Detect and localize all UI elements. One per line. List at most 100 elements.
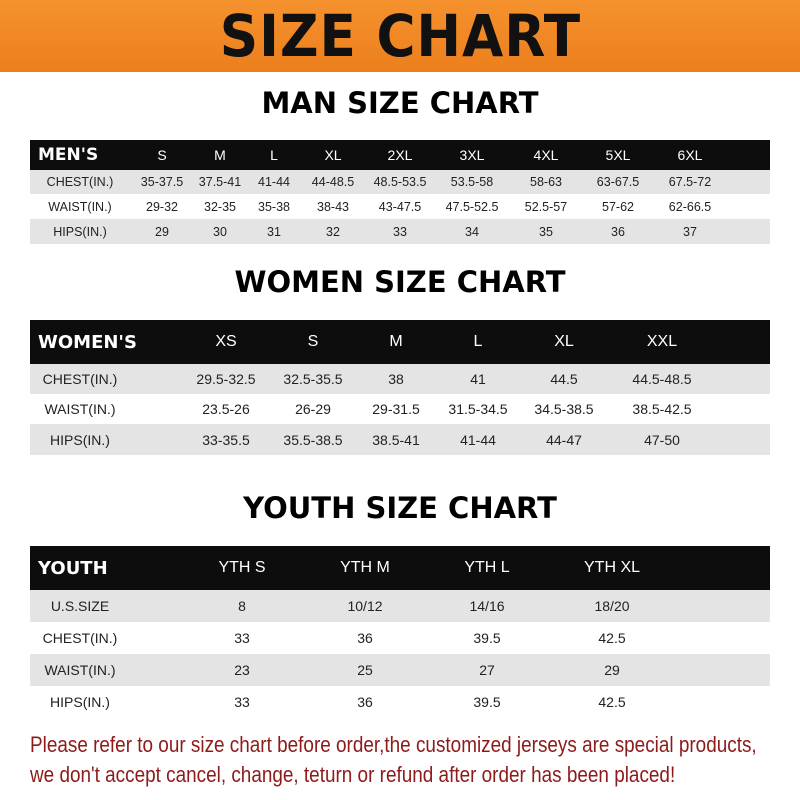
size-header-cell: 4XL (533, 147, 559, 163)
table-cell: 47-50 (644, 431, 680, 448)
table-cell: 30 (213, 224, 227, 239)
table-cell: 58-63 (530, 175, 562, 189)
size-header-cell: 3XL (459, 147, 485, 163)
table-cell: 25 (357, 662, 373, 678)
table-cell: 35-38 (258, 199, 290, 214)
table-cell: 32-35 (204, 199, 236, 214)
youth-section-title: YOUTH SIZE CHART (243, 491, 557, 525)
table-row: CHEST(IN.) 29.5-32.5 32.5-35.5 38 41 44.5 44.5… (30, 364, 770, 394)
size-header-cell: 6XL (677, 147, 703, 163)
size-header-cell: M (389, 333, 403, 350)
size-header-cell: M (214, 147, 226, 163)
measurement-label: U.S.SIZE (50, 598, 110, 614)
table-cell: 34.5-38.5 (534, 401, 594, 417)
women-size-table: WOMEN'S XS S M L XL XXL CHEST(IN.) 29.5-32.5 32.5… (30, 320, 770, 455)
table-cell: 37.5-41 (198, 175, 242, 189)
table-header-row: WOMEN'S XS S M L XL XXL (30, 320, 770, 364)
size-header-cell: XXL (646, 333, 678, 350)
table-cell: 57-62 (602, 199, 634, 214)
size-header-cell: S (307, 333, 319, 350)
table-cell: 44-48.5 (311, 175, 355, 189)
table-row: U.S.SIZE 8 10/12 14/16 18/20 (30, 590, 770, 622)
measurement-label: CHEST(IN.) (42, 371, 118, 387)
size-header-cell: YTH XL (583, 559, 641, 576)
measurement-label: HIPS(IN.) (50, 694, 110, 710)
table-cell: 31 (267, 224, 281, 239)
table-row: HIPS(IN.) 33 36 39.5 42.5 (30, 686, 770, 718)
table-cell: 14/16 (469, 598, 505, 614)
men-section-title: MAN SIZE CHART (261, 86, 539, 120)
table-cell: 47.5-52.5 (445, 199, 499, 214)
table-title-cell: WOMEN'S (38, 331, 137, 353)
table-title-cell: YOUTH (38, 557, 108, 579)
table-cell: 38 (388, 371, 404, 387)
table-cell: 44.5-48.5 (632, 371, 692, 387)
table-header-row: YOUTH YTH S YTH M YTH L YTH XL (30, 546, 770, 590)
size-header-cell: YTH M (340, 559, 390, 576)
table-cell: 41-44 (258, 175, 290, 189)
table-cell: 39.5 (473, 630, 501, 646)
table-cell: 34 (465, 224, 479, 239)
table-cell: 26-29 (295, 401, 331, 417)
table-cell: 42.5 (598, 694, 626, 710)
table-row: HIPS(IN.) 33-35.5 35.5-38.5 38.5-41 41-44 44-… (30, 424, 770, 455)
table-header-row: MEN'S S M L XL 2XL 3XL 4XL 5XL 6XL (30, 140, 770, 170)
table-cell: 38.5-41 (372, 431, 420, 448)
notice-line-2: we don't accept cancel, change, teturn o… (30, 762, 676, 787)
table-cell: 27 (479, 662, 495, 678)
table-cell: 23 (234, 662, 250, 678)
size-header-cell: L (270, 147, 278, 163)
table-cell: 29-32 (146, 199, 178, 214)
table-cell: 38-43 (317, 199, 349, 214)
table-cell: 36 (611, 224, 625, 239)
table-cell: 29 (604, 662, 620, 678)
table-cell: 44.5 (550, 371, 578, 387)
table-cell: 43-47.5 (378, 199, 422, 214)
size-chart-banner: SIZE CHART (0, 0, 800, 72)
table-cell: 31.5-34.5 (448, 401, 508, 417)
size-header-cell: XS (215, 333, 237, 350)
table-cell: 32.5-35.5 (283, 371, 343, 387)
table-cell: 63-67.5 (596, 175, 640, 189)
table-cell: 36 (357, 694, 373, 710)
table-cell: 36 (357, 630, 373, 646)
women-section-title: WOMEN SIZE CHART (234, 265, 566, 299)
table-cell: 29-31.5 (372, 401, 420, 417)
size-header-cell: 5XL (605, 147, 631, 163)
table-cell: 33 (393, 224, 407, 239)
measurement-label: HIPS(IN.) (50, 431, 110, 448)
table-cell: 44-47 (546, 431, 582, 448)
table-cell: 32 (326, 224, 340, 239)
table-cell: 62-66.5 (668, 199, 712, 214)
table-cell: 33-35.5 (202, 431, 250, 448)
table-row: WAIST(IN.) 29-32 32-35 35-38 38-43 43-47.5 47.… (30, 194, 770, 219)
table-cell: 33 (234, 694, 250, 710)
table-title-cell: MEN'S (38, 145, 99, 165)
table-cell: 18/20 (594, 598, 630, 614)
table-cell: 23.5-26 (202, 401, 250, 417)
measurement-label: CHEST(IN.) (46, 175, 114, 189)
table-row: WAIST(IN.) 23 25 27 29 (30, 654, 770, 686)
table-cell: 33 (234, 630, 250, 646)
table-cell: 67.5-72 (668, 175, 712, 189)
size-header-cell: L (473, 333, 483, 350)
measurement-label: WAIST(IN.) (48, 199, 112, 214)
men-size-table: MEN'S S M L XL 2XL 3XL 4XL 5XL 6XL CHEST(IN.) 35-37… (30, 140, 770, 244)
size-header-cell: YTH L (464, 559, 510, 576)
table-row: CHEST(IN.) 33 36 39.5 42.5 (30, 622, 770, 654)
table-cell: 35 (539, 224, 553, 239)
table-cell: 41-44 (460, 431, 496, 448)
size-header-cell: 2XL (387, 147, 413, 163)
measurement-label: HIPS(IN.) (53, 224, 107, 239)
table-cell: 39.5 (473, 694, 501, 710)
banner-title: SIZE CHART (219, 2, 581, 70)
size-header-cell: XL (324, 147, 342, 163)
table-cell: 41 (470, 371, 486, 387)
table-cell: 10/12 (347, 598, 383, 614)
youth-size-table: YOUTH YTH S YTH M YTH L YTH XL U.S.SIZE 8 10/12… (30, 546, 770, 718)
table-cell: 35.5-38.5 (283, 431, 343, 448)
measurement-label: WAIST(IN.) (44, 662, 116, 678)
table-cell: 48.5-53.5 (373, 175, 427, 189)
size-header-cell: XL (554, 333, 574, 350)
table-cell: 42.5 (598, 630, 626, 646)
